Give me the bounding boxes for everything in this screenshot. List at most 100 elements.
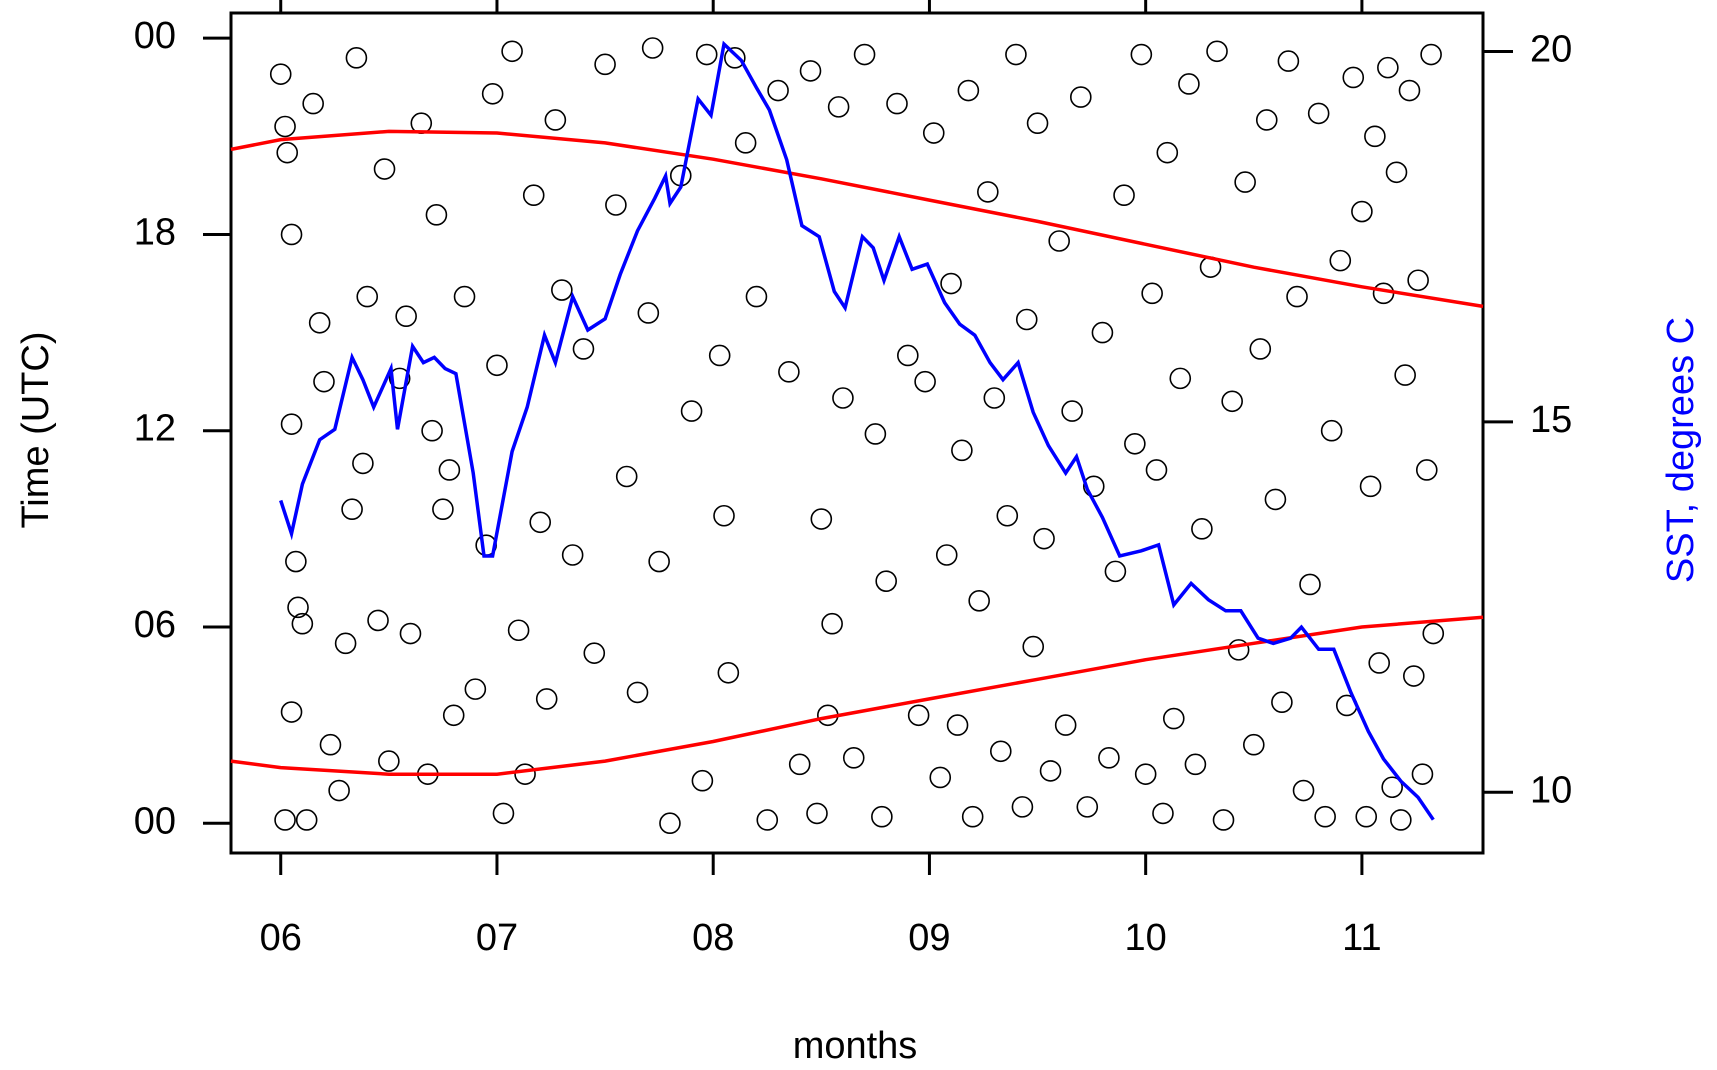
point	[507, 619, 530, 642]
point	[572, 338, 595, 360]
point	[875, 570, 897, 592]
y2-tick-label: 10	[1530, 769, 1572, 811]
x-axis-label: months	[793, 1025, 918, 1067]
point	[1314, 805, 1336, 828]
point	[1227, 639, 1250, 661]
point	[1398, 79, 1421, 102]
point	[1411, 763, 1434, 785]
point	[935, 544, 958, 566]
point	[1415, 459, 1438, 481]
point	[1206, 40, 1228, 63]
point	[388, 367, 411, 390]
point	[907, 704, 930, 727]
point	[734, 132, 757, 154]
point	[544, 109, 567, 131]
y2-axis-label: SST, degrees C	[1660, 317, 1702, 583]
point	[1355, 805, 1378, 828]
point	[345, 47, 368, 69]
point	[551, 279, 573, 301]
sun-line	[230, 615, 1484, 776]
point	[334, 632, 357, 655]
point	[756, 809, 779, 831]
point	[695, 43, 718, 66]
point	[1039, 760, 1062, 782]
point	[425, 204, 448, 226]
point	[486, 354, 508, 377]
point	[799, 60, 822, 82]
point	[1026, 112, 1049, 135]
point	[1104, 560, 1127, 583]
plot-frame	[229, 11, 1485, 855]
point	[1061, 400, 1083, 422]
point	[1070, 86, 1092, 108]
point	[626, 681, 649, 704]
point	[1015, 308, 1038, 331]
point	[319, 733, 342, 756]
point	[897, 344, 919, 367]
y2-tick-label: 20	[1530, 29, 1572, 71]
point	[1191, 518, 1213, 540]
point	[1011, 796, 1034, 818]
y2-tick-label: 15	[1530, 399, 1572, 441]
point	[914, 370, 936, 393]
y-tick-label: 18	[134, 211, 176, 253]
point	[946, 714, 969, 736]
point	[983, 387, 1006, 409]
y-tick-label: 00	[134, 15, 176, 57]
point	[708, 344, 731, 367]
point	[871, 805, 893, 828]
point	[832, 387, 854, 409]
point	[442, 704, 465, 727]
point	[1141, 282, 1163, 305]
point	[399, 622, 422, 645]
point	[492, 802, 515, 825]
point	[1242, 733, 1265, 756]
point	[605, 194, 627, 216]
point	[1234, 171, 1256, 193]
point	[641, 37, 664, 59]
point	[680, 400, 703, 422]
point	[438, 459, 461, 481]
point	[1076, 796, 1099, 818]
point	[1145, 459, 1168, 481]
point	[929, 766, 952, 789]
point	[806, 802, 828, 825]
y-axis-label: Time (UTC)	[15, 332, 57, 529]
point	[594, 53, 616, 76]
point	[853, 43, 876, 66]
point	[989, 740, 1012, 763]
point	[1385, 161, 1408, 184]
point	[1178, 73, 1200, 95]
point	[659, 812, 681, 835]
point	[717, 661, 740, 684]
x-tick-label: 06	[260, 917, 302, 959]
point	[1286, 285, 1308, 308]
point	[453, 285, 476, 308]
point	[977, 181, 999, 203]
point	[274, 115, 296, 138]
point	[464, 678, 487, 700]
point	[713, 504, 735, 527]
point	[1169, 367, 1192, 390]
point	[341, 498, 363, 521]
point	[1394, 364, 1416, 386]
point	[395, 305, 417, 328]
point	[864, 423, 887, 445]
point	[1299, 573, 1321, 596]
point	[615, 465, 638, 488]
point	[432, 498, 454, 521]
point	[1156, 141, 1179, 164]
point	[1359, 475, 1382, 498]
point	[280, 701, 303, 723]
point	[583, 642, 606, 664]
point	[637, 302, 660, 324]
point	[1212, 809, 1235, 831]
point	[367, 609, 389, 632]
point	[810, 508, 833, 530]
point	[821, 612, 843, 635]
point	[996, 504, 1019, 527]
point	[501, 40, 523, 63]
point	[276, 141, 299, 164]
point	[1403, 665, 1425, 687]
